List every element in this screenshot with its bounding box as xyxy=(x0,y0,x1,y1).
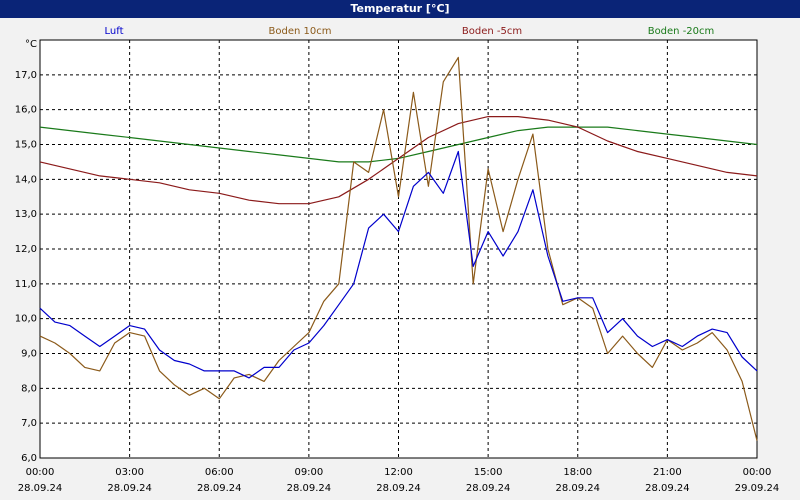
y-tick-label: 10,0 xyxy=(15,314,37,325)
y-tick-label: 16,0 xyxy=(15,105,37,116)
y-tick-label: 9,0 xyxy=(21,349,37,360)
x-tick-date-label: 28.09.24 xyxy=(18,483,63,494)
y-tick-label: 14,0 xyxy=(15,174,37,185)
x-tick-time-label: 15:00 xyxy=(474,467,503,478)
y-tick-label: 7,0 xyxy=(21,418,37,429)
series-line-luft xyxy=(39,150,758,379)
legend-entry: Luft xyxy=(105,26,124,37)
legend-entry: Boden -5cm xyxy=(462,26,522,37)
y-tick-label: 13,0 xyxy=(15,209,37,220)
series-line-boden-10cm xyxy=(39,56,758,441)
x-tick-date-label: 28.09.24 xyxy=(645,483,690,494)
x-tick-date-label: 29.09.24 xyxy=(735,483,780,494)
y-tick-label: 17,0 xyxy=(15,70,37,81)
legend-entry: Boden -20cm xyxy=(648,26,715,37)
x-tick-date-label: 28.09.24 xyxy=(376,483,421,494)
x-tick-time-label: 09:00 xyxy=(294,467,323,478)
y-tick-label: 15,0 xyxy=(15,140,37,151)
x-tick-time-label: 03:00 xyxy=(115,467,144,478)
window-title: Temperatur [°C] xyxy=(0,0,800,18)
x-tick-time-label: 12:00 xyxy=(384,467,413,478)
y-tick-label: 6,0 xyxy=(21,453,37,464)
y-tick-label: 8,0 xyxy=(21,383,37,394)
series-line-boden-5cm xyxy=(39,115,758,205)
x-tick-time-label: 18:00 xyxy=(563,467,592,478)
x-tick-time-label: 21:00 xyxy=(653,467,682,478)
x-tick-date-label: 28.09.24 xyxy=(466,483,511,494)
x-tick-time-label: 06:00 xyxy=(205,467,234,478)
y-axis-label: °C xyxy=(25,39,37,50)
legend-entry: Boden 10cm xyxy=(269,26,332,37)
temperature-chart: 6,0 7,0 8,0 9,0 10,0 11,0 12,0 13,0 14,0 15,0 16,0… xyxy=(0,18,800,500)
x-tick-date-label: 28.09.24 xyxy=(555,483,600,494)
x-tick-time-label: 00:00 xyxy=(26,467,55,478)
x-tick-time-label: 00:00 xyxy=(743,467,772,478)
y-tick-label: 12,0 xyxy=(15,244,37,255)
x-tick-date-label: 28.09.24 xyxy=(107,483,152,494)
x-tick-date-label: 28.09.24 xyxy=(197,483,242,494)
chart-svg: 6,0 7,0 8,0 9,0 10,0 11,0 12,0 13,0 14,0 15,0 16,0… xyxy=(15,26,780,494)
y-tick-label: 11,0 xyxy=(15,279,37,290)
x-tick-date-label: 28.09.24 xyxy=(287,483,332,494)
